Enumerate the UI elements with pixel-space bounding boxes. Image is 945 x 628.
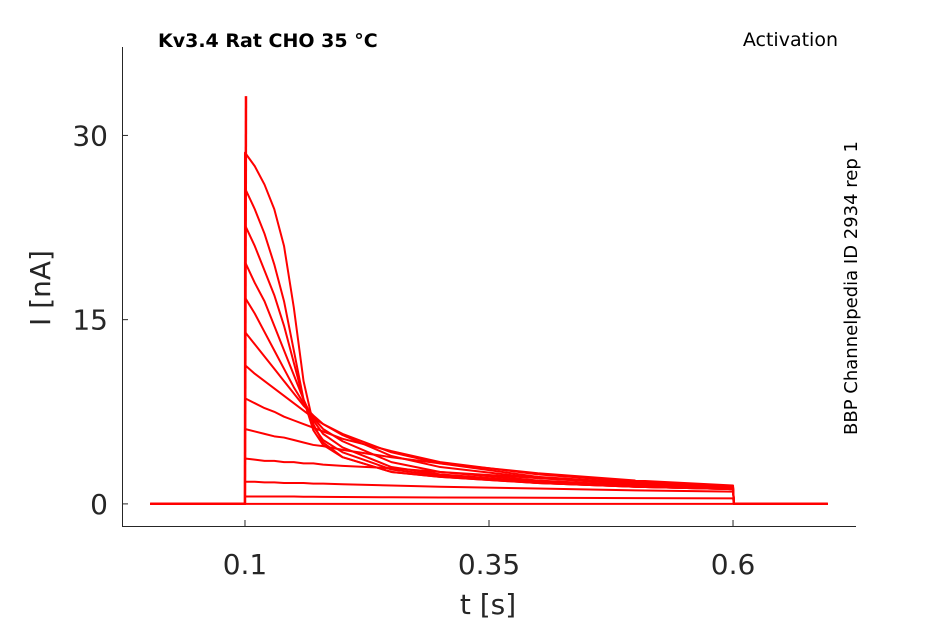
trace-sweep-9: [150, 296, 828, 505]
y-ticks: 0 15 30: [72, 119, 128, 521]
source-label: BBP Channelpedia ID 2934 rep 1: [841, 141, 862, 435]
x-tick-label: 0.35: [458, 548, 520, 581]
trace-sweep-2: [150, 495, 828, 505]
trace-sweep-3: [150, 480, 828, 505]
trace-spike: [243, 96, 248, 504]
traces: [150, 96, 828, 505]
x-tick-label: 0.1: [223, 548, 268, 581]
y-tick-label: 0: [90, 488, 108, 521]
trace-sweep-11: [150, 224, 828, 505]
y-tick-label: 30: [72, 119, 108, 152]
x-ticks: 0.1 0.35 0.6: [223, 520, 756, 581]
trace-sweep-12: [150, 187, 828, 505]
trace-sweep-8: [150, 330, 828, 505]
trace-sweep-13: [150, 151, 828, 505]
protocol-label: Activation: [743, 29, 838, 51]
x-axis-label: t [s]: [460, 588, 516, 621]
y-tick-label: 15: [72, 304, 108, 337]
x-tick-label: 0.6: [711, 548, 756, 581]
chart-title: Kv3.4 Rat CHO 35 °C: [158, 30, 378, 52]
trace-sweep-7: [150, 364, 828, 505]
trace-sweep-5: [150, 427, 828, 505]
y-axis-label: I [nA]: [24, 250, 57, 326]
